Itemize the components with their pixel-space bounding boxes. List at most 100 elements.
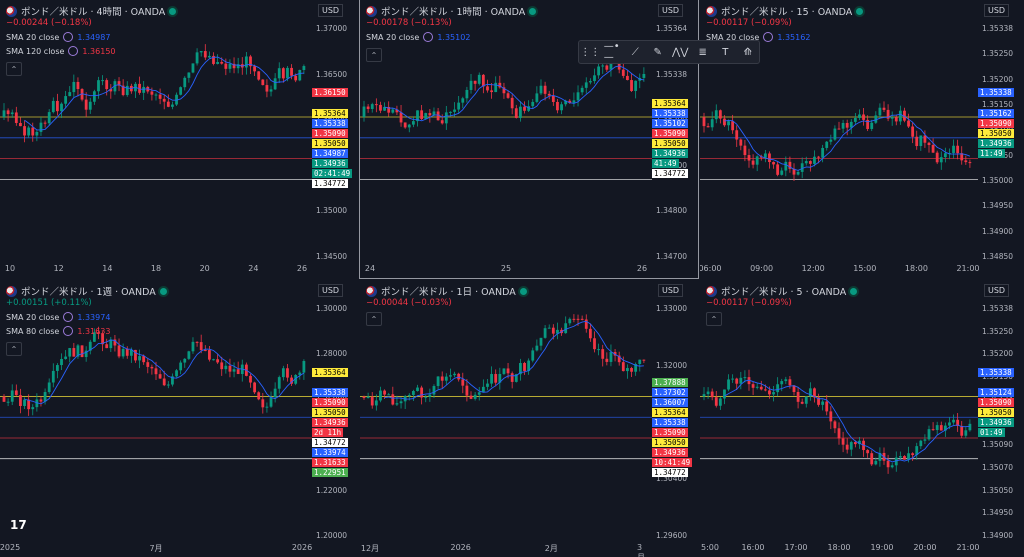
visibility-icon[interactable] — [68, 46, 79, 56]
candle — [837, 128, 841, 130]
candle — [788, 161, 792, 169]
indicator-legend[interactable]: SMA 20 close 1.35102 — [366, 32, 470, 42]
price-label: 1.34936 — [652, 148, 688, 158]
price-axis[interactable]: 1.353381.352501.352001.351501.351001.350… — [978, 0, 1024, 261]
time-axis[interactable]: 5:00 16:00 17:00 18:00 19:00 20:00 21:00 — [700, 541, 980, 557]
candle — [776, 164, 780, 175]
price-label: 1.35050 — [978, 408, 1014, 418]
price-axis[interactable]: 1.353381.352501.352001.351501.351241.351… — [978, 280, 1024, 540]
currency-selector[interactable]: USD — [984, 4, 1010, 17]
candle — [588, 81, 592, 83]
price-axis[interactable]: 1.330001.320001.312001.304001.296001.378… — [652, 280, 698, 540]
candle — [35, 399, 39, 408]
visibility-icon[interactable] — [423, 32, 434, 42]
chart-panel-5[interactable]: ポンド／米ドル · 1日 · OANDA −0.00044 (−0.03%) ⌃ US… — [360, 280, 698, 557]
candle — [261, 399, 265, 408]
time-axis[interactable]: 24 25 26 — [360, 262, 652, 278]
candle — [43, 122, 47, 124]
price-axis[interactable]: 1.300001.280001.260001.240001.220001.200… — [312, 280, 358, 540]
horizontal-line-icon[interactable]: —•— — [603, 41, 620, 63]
trend-line-icon[interactable]: ⟋ — [631, 46, 639, 58]
indicator-legend[interactable]: SMA 80 close 1.31633 — [6, 326, 110, 336]
price-tick: 1.35250 — [982, 49, 1014, 59]
chart-header[interactable]: ポンド／米ドル · 5 · OANDA — [706, 284, 858, 298]
candle — [277, 68, 281, 79]
candle — [465, 385, 469, 396]
candle — [502, 368, 506, 374]
candle — [952, 419, 955, 423]
price-plot[interactable] — [0, 280, 312, 539]
chart-header[interactable]: ポンド／米ドル · 1週 · OANDA — [6, 284, 167, 298]
candle — [154, 94, 158, 96]
candle — [547, 93, 551, 96]
price-plot[interactable] — [700, 280, 978, 539]
candle — [481, 386, 485, 393]
currency-selector[interactable]: USD — [658, 284, 684, 297]
indicator-legend[interactable]: SMA 20 close 1.33974 — [6, 312, 110, 322]
collapse-legend-icon[interactable]: ⌃ — [366, 48, 382, 62]
collapse-legend-icon[interactable]: ⌃ — [706, 312, 722, 326]
candle — [506, 93, 510, 98]
chart-header[interactable]: ポンド／米ドル · 4時間 · OANDA — [6, 4, 177, 18]
currency-selector[interactable]: USD — [658, 4, 684, 17]
collapse-legend-icon[interactable]: ⌃ — [366, 312, 382, 326]
price-plot[interactable] — [700, 0, 978, 260]
collapse-legend-icon[interactable]: ⌃ — [6, 62, 22, 76]
chart-header[interactable]: ポンド／米ドル · 1日 · OANDA — [366, 284, 527, 298]
chart-panel-1[interactable]: ポンド／米ドル · 4時間 · OANDA −0.00244 (−0.18%) SM… — [0, 0, 358, 278]
currency-selector[interactable]: USD — [984, 284, 1010, 297]
candle — [379, 104, 382, 111]
time-axis[interactable]: 2025 7月 2026 — [0, 541, 312, 557]
visibility-icon[interactable] — [763, 32, 774, 42]
candle — [755, 386, 759, 388]
time-axis[interactable]: 10 12 14 18 20 24 26 — [0, 262, 312, 278]
drag-handle-icon[interactable]: ⋮⋮ — [580, 46, 601, 58]
chart-panel-6[interactable]: ポンド／米ドル · 5 · OANDA −0.00117 (−0.09%) ⌃ USD… — [700, 280, 1024, 557]
indicator-legend[interactable]: SMA 20 close 1.34987 — [6, 32, 110, 42]
chart-panel-4[interactable]: ポンド／米ドル · 1週 · OANDA +0.00151 (+0.11%) SMA… — [0, 280, 358, 557]
candle — [166, 384, 170, 386]
candle — [792, 385, 796, 392]
indicator-value: 1.31633 — [77, 326, 111, 336]
visibility-icon[interactable] — [63, 32, 74, 42]
candle — [253, 66, 256, 72]
collapse-legend-icon[interactable]: ⌃ — [6, 342, 22, 356]
candle — [706, 126, 710, 128]
candle — [411, 121, 415, 125]
currency-selector[interactable]: USD — [318, 284, 344, 297]
price-plot[interactable] — [0, 0, 312, 260]
time-axis[interactable]: 12月 2026 2月 3月 — [360, 541, 652, 557]
candle — [642, 73, 646, 78]
candle — [175, 94, 178, 105]
measure-icon[interactable]: ⟰ — [743, 46, 752, 58]
indicator-legend[interactable]: SMA 120 close 1.36150 — [6, 46, 116, 56]
price-axis[interactable]: 1.370001.365001.360001.355001.350001.345… — [312, 0, 358, 261]
price-label: 1.34936 — [652, 448, 688, 458]
time-tick: 19:00 — [870, 543, 894, 552]
chart-header[interactable]: ポンド／米ドル · 15 · OANDA — [706, 4, 864, 18]
candle — [539, 337, 543, 346]
chart-header[interactable]: ポンド／米ドル · 1時間 · OANDA — [366, 4, 537, 18]
pattern-icon[interactable]: ⋀⋁ — [672, 46, 689, 58]
indicator-legend[interactable]: SMA 20 close 1.35162 — [706, 32, 810, 42]
price-plot[interactable] — [360, 280, 652, 539]
price-axis[interactable]: 1.353641.353381.352001.350001.348001.347… — [652, 0, 698, 261]
time-tick: 26 — [296, 264, 308, 273]
visibility-icon[interactable] — [63, 312, 74, 322]
fib-icon[interactable]: ≣ — [698, 46, 707, 58]
candle — [751, 384, 755, 388]
visibility-icon[interactable] — [63, 326, 74, 336]
candle — [747, 155, 751, 161]
candle — [138, 356, 141, 361]
currency-selector[interactable]: USD — [318, 4, 344, 17]
candle — [84, 99, 88, 110]
price-tick: 1.34700 — [656, 252, 688, 261]
text-tool-icon[interactable]: T — [722, 46, 729, 58]
candle — [939, 157, 943, 163]
candle — [6, 110, 10, 115]
drawing-toolbar[interactable]: ⋮⋮ —•— ⟋ ✎ ⋀⋁ ≣ T ⟰ — [578, 40, 760, 64]
brush-icon[interactable]: ✎ — [653, 46, 662, 58]
chart-panel-2[interactable]: ポンド／米ドル · 1時間 · OANDA −0.00178 (−0.13%) SM… — [359, 0, 699, 279]
time-axis[interactable]: 06:00 09:00 12:00 15:00 18:00 21:00 — [700, 262, 980, 278]
candle — [51, 100, 55, 113]
